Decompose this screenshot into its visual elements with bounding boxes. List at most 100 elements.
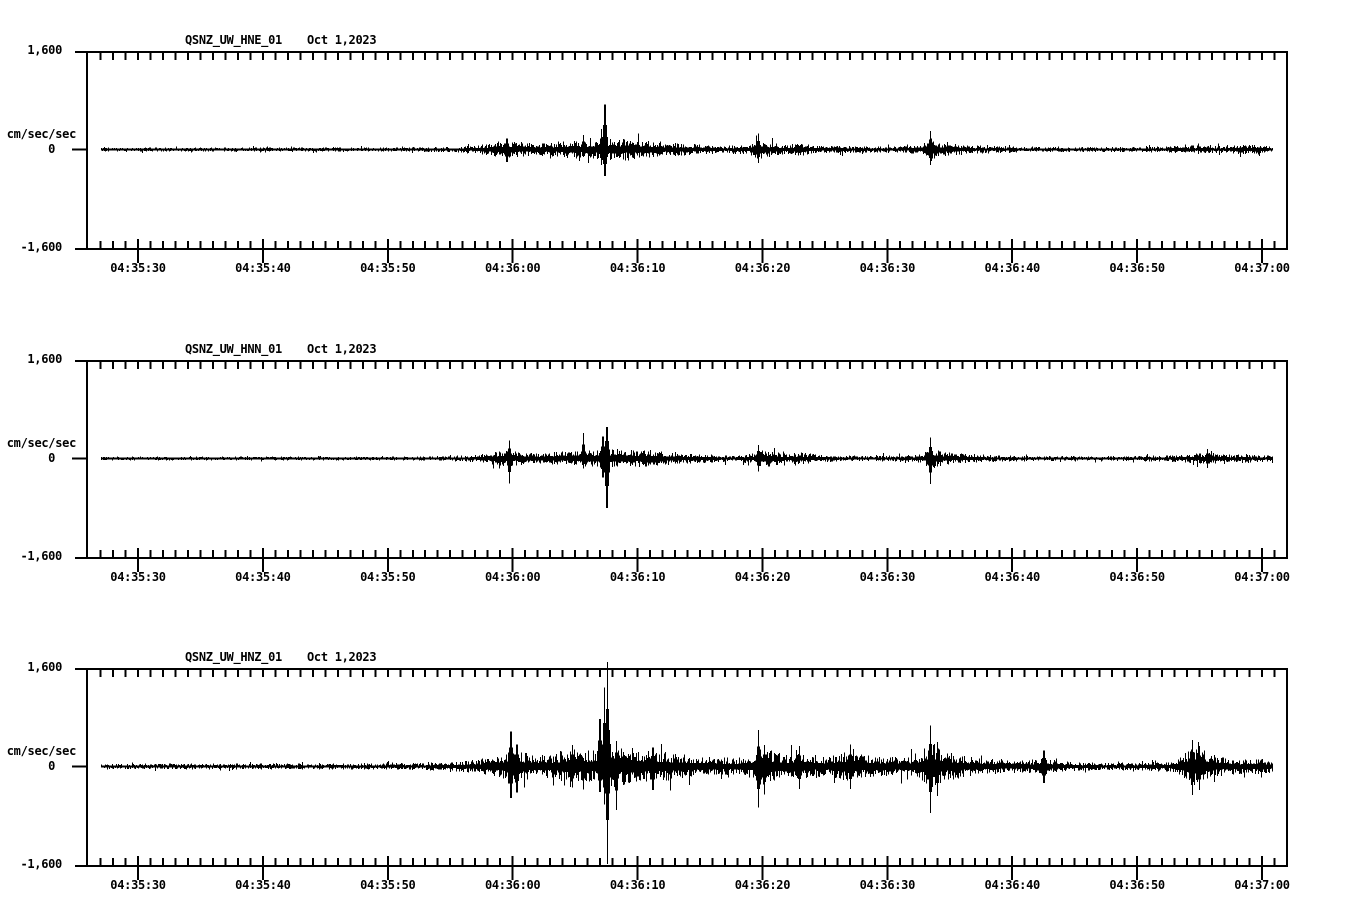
plot-frame [124,241,127,248]
plot-frame [1011,856,1014,880]
plot-frame [1161,858,1164,865]
plot-frame [174,670,177,677]
plot-frame [1261,239,1263,263]
plot-frame [1223,241,1226,248]
plot-frame [137,362,139,369]
plot-frame [561,670,564,677]
plot-frame [1098,241,1101,248]
plot-frame [1023,241,1026,248]
plot-frame [311,858,314,865]
plot-frame [961,362,964,369]
plot-frame [461,241,464,248]
plot-frame [936,670,939,677]
plot-frame [636,362,639,369]
plot-frame [1286,668,1288,867]
plot-frame [536,53,539,60]
plot-frame [1086,362,1089,369]
plot-frame [948,858,951,865]
plot-frame [848,53,851,60]
plot-frame [1036,670,1039,677]
plot-frame [948,670,951,677]
plot-frame [336,362,339,369]
plot-frame [1136,53,1139,60]
plot-frame [736,550,739,557]
plot-frame [349,362,352,369]
plot-frame [711,53,714,60]
plot-frame [923,670,926,677]
plot-frame [261,362,264,369]
plot-frame [586,550,589,557]
plot-frame [561,362,564,369]
plot-frame [1223,550,1226,557]
plot-frame [149,670,152,677]
plot-frame [324,241,327,248]
plot-frame [936,53,939,60]
plot-frame [936,241,939,248]
plot-frame [549,53,552,60]
plot-frame [161,241,164,248]
plot-frame [686,858,689,865]
plot-frame [374,362,377,369]
plot-frame [811,53,814,60]
plot-frame [249,362,252,369]
plot-frame [161,670,164,677]
plot-frame [75,865,1288,867]
plot-frame [1011,53,1014,60]
plot-frame [674,858,677,865]
plot-frame [1148,362,1151,369]
plot-frame [1148,858,1151,865]
x-tick-label: 04:35:50 [360,261,416,275]
plot-frame [361,550,364,557]
plot-frame [499,241,502,248]
plot-frame [161,550,164,557]
plot-frame [137,53,139,60]
plot-frame [699,670,701,677]
plot-frame [911,670,914,677]
plot-frame [249,241,252,248]
plot-frame [137,548,139,572]
plot-frame [736,241,739,248]
plot-frame [723,362,726,369]
x-tick-label: 04:36:20 [734,570,791,584]
plot-frame [299,550,302,557]
plot-frame [1211,53,1214,60]
plot-frame [224,550,227,557]
plot-frame [624,362,627,369]
y-max-label: 1,600 [27,43,62,57]
plot-frame [299,670,302,677]
plot-frame [249,53,252,60]
plot-frame [399,670,402,677]
plot-frame [798,241,801,248]
plot-frame [911,241,914,248]
plot-frame [836,53,839,60]
plot-frame [1073,362,1076,369]
plot-frame [898,362,901,369]
plot-frame [75,360,1288,362]
plot-frame [411,670,414,677]
plot-frame [961,241,964,248]
plot-frame [711,858,714,865]
plot-frame [1011,548,1014,572]
plot-frame [1123,670,1126,677]
plot-frame [786,53,789,60]
plot-frame [361,362,364,369]
plot-frame [1223,53,1226,60]
plot-frame [1048,670,1051,677]
plot-frame [224,670,227,677]
plot-frame [1036,241,1039,248]
y-min-label: -1,600 [20,549,62,563]
x-tick-label: 04:35:40 [235,570,291,584]
plot-frame [161,362,164,369]
plot-frame [911,858,914,865]
plot-frame [236,241,239,248]
x-tick-label: 04:36:50 [1109,878,1165,892]
x-tick-label: 04:36:20 [734,878,791,892]
plot-frame [461,550,464,557]
plot-frame [324,53,327,60]
plot-frame [449,53,452,60]
plot-frame [86,51,88,250]
plot-frame [1036,53,1039,60]
plot-frame [886,53,889,60]
plot-frame [211,362,214,369]
plot-frame [236,858,239,865]
